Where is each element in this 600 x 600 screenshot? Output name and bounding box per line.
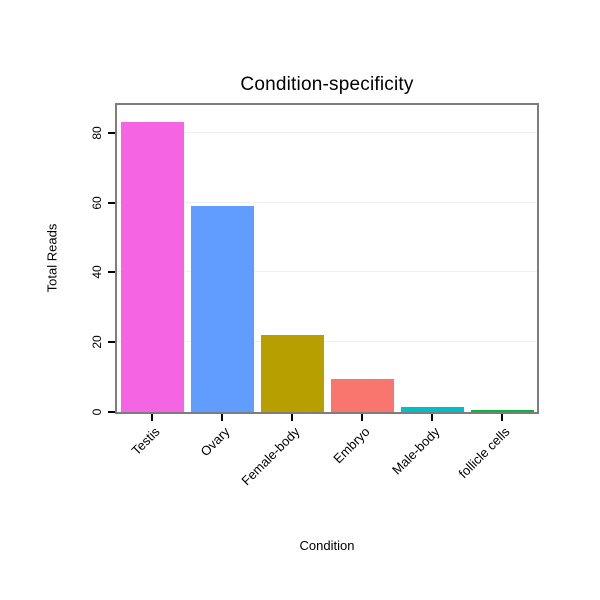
bar-male-body xyxy=(401,407,464,412)
bar-testis xyxy=(121,122,184,412)
y-tick xyxy=(108,411,115,413)
gridline xyxy=(117,131,537,133)
gridline xyxy=(117,201,537,203)
bar-ovary xyxy=(191,206,254,412)
y-tick-label: 80 xyxy=(90,126,104,140)
y-tick xyxy=(108,131,115,134)
y-tick-label: 20 xyxy=(90,335,104,349)
y-tick xyxy=(108,341,115,344)
x-tick xyxy=(361,414,363,421)
plot-panel xyxy=(115,103,539,414)
y-tick xyxy=(108,271,115,274)
gridline xyxy=(117,341,537,343)
y-axis-title: Total Reads xyxy=(44,223,60,293)
x-tick xyxy=(151,414,153,421)
gridline xyxy=(117,271,537,273)
y-tick-label: 0 xyxy=(90,408,104,416)
y-tick-label: 40 xyxy=(90,265,104,280)
bar-female-body xyxy=(261,335,324,412)
bar-follicle-cells xyxy=(471,410,534,412)
y-tick-label: 60 xyxy=(90,195,104,210)
x-tick xyxy=(291,414,293,421)
x-tick xyxy=(431,414,433,421)
x-axis-title: Condition xyxy=(299,538,355,553)
x-tick xyxy=(221,414,223,421)
bar-embryo xyxy=(331,379,394,412)
x-tick xyxy=(501,414,503,421)
y-tick xyxy=(108,201,115,204)
chart-title: Condition-specificity xyxy=(240,74,414,95)
